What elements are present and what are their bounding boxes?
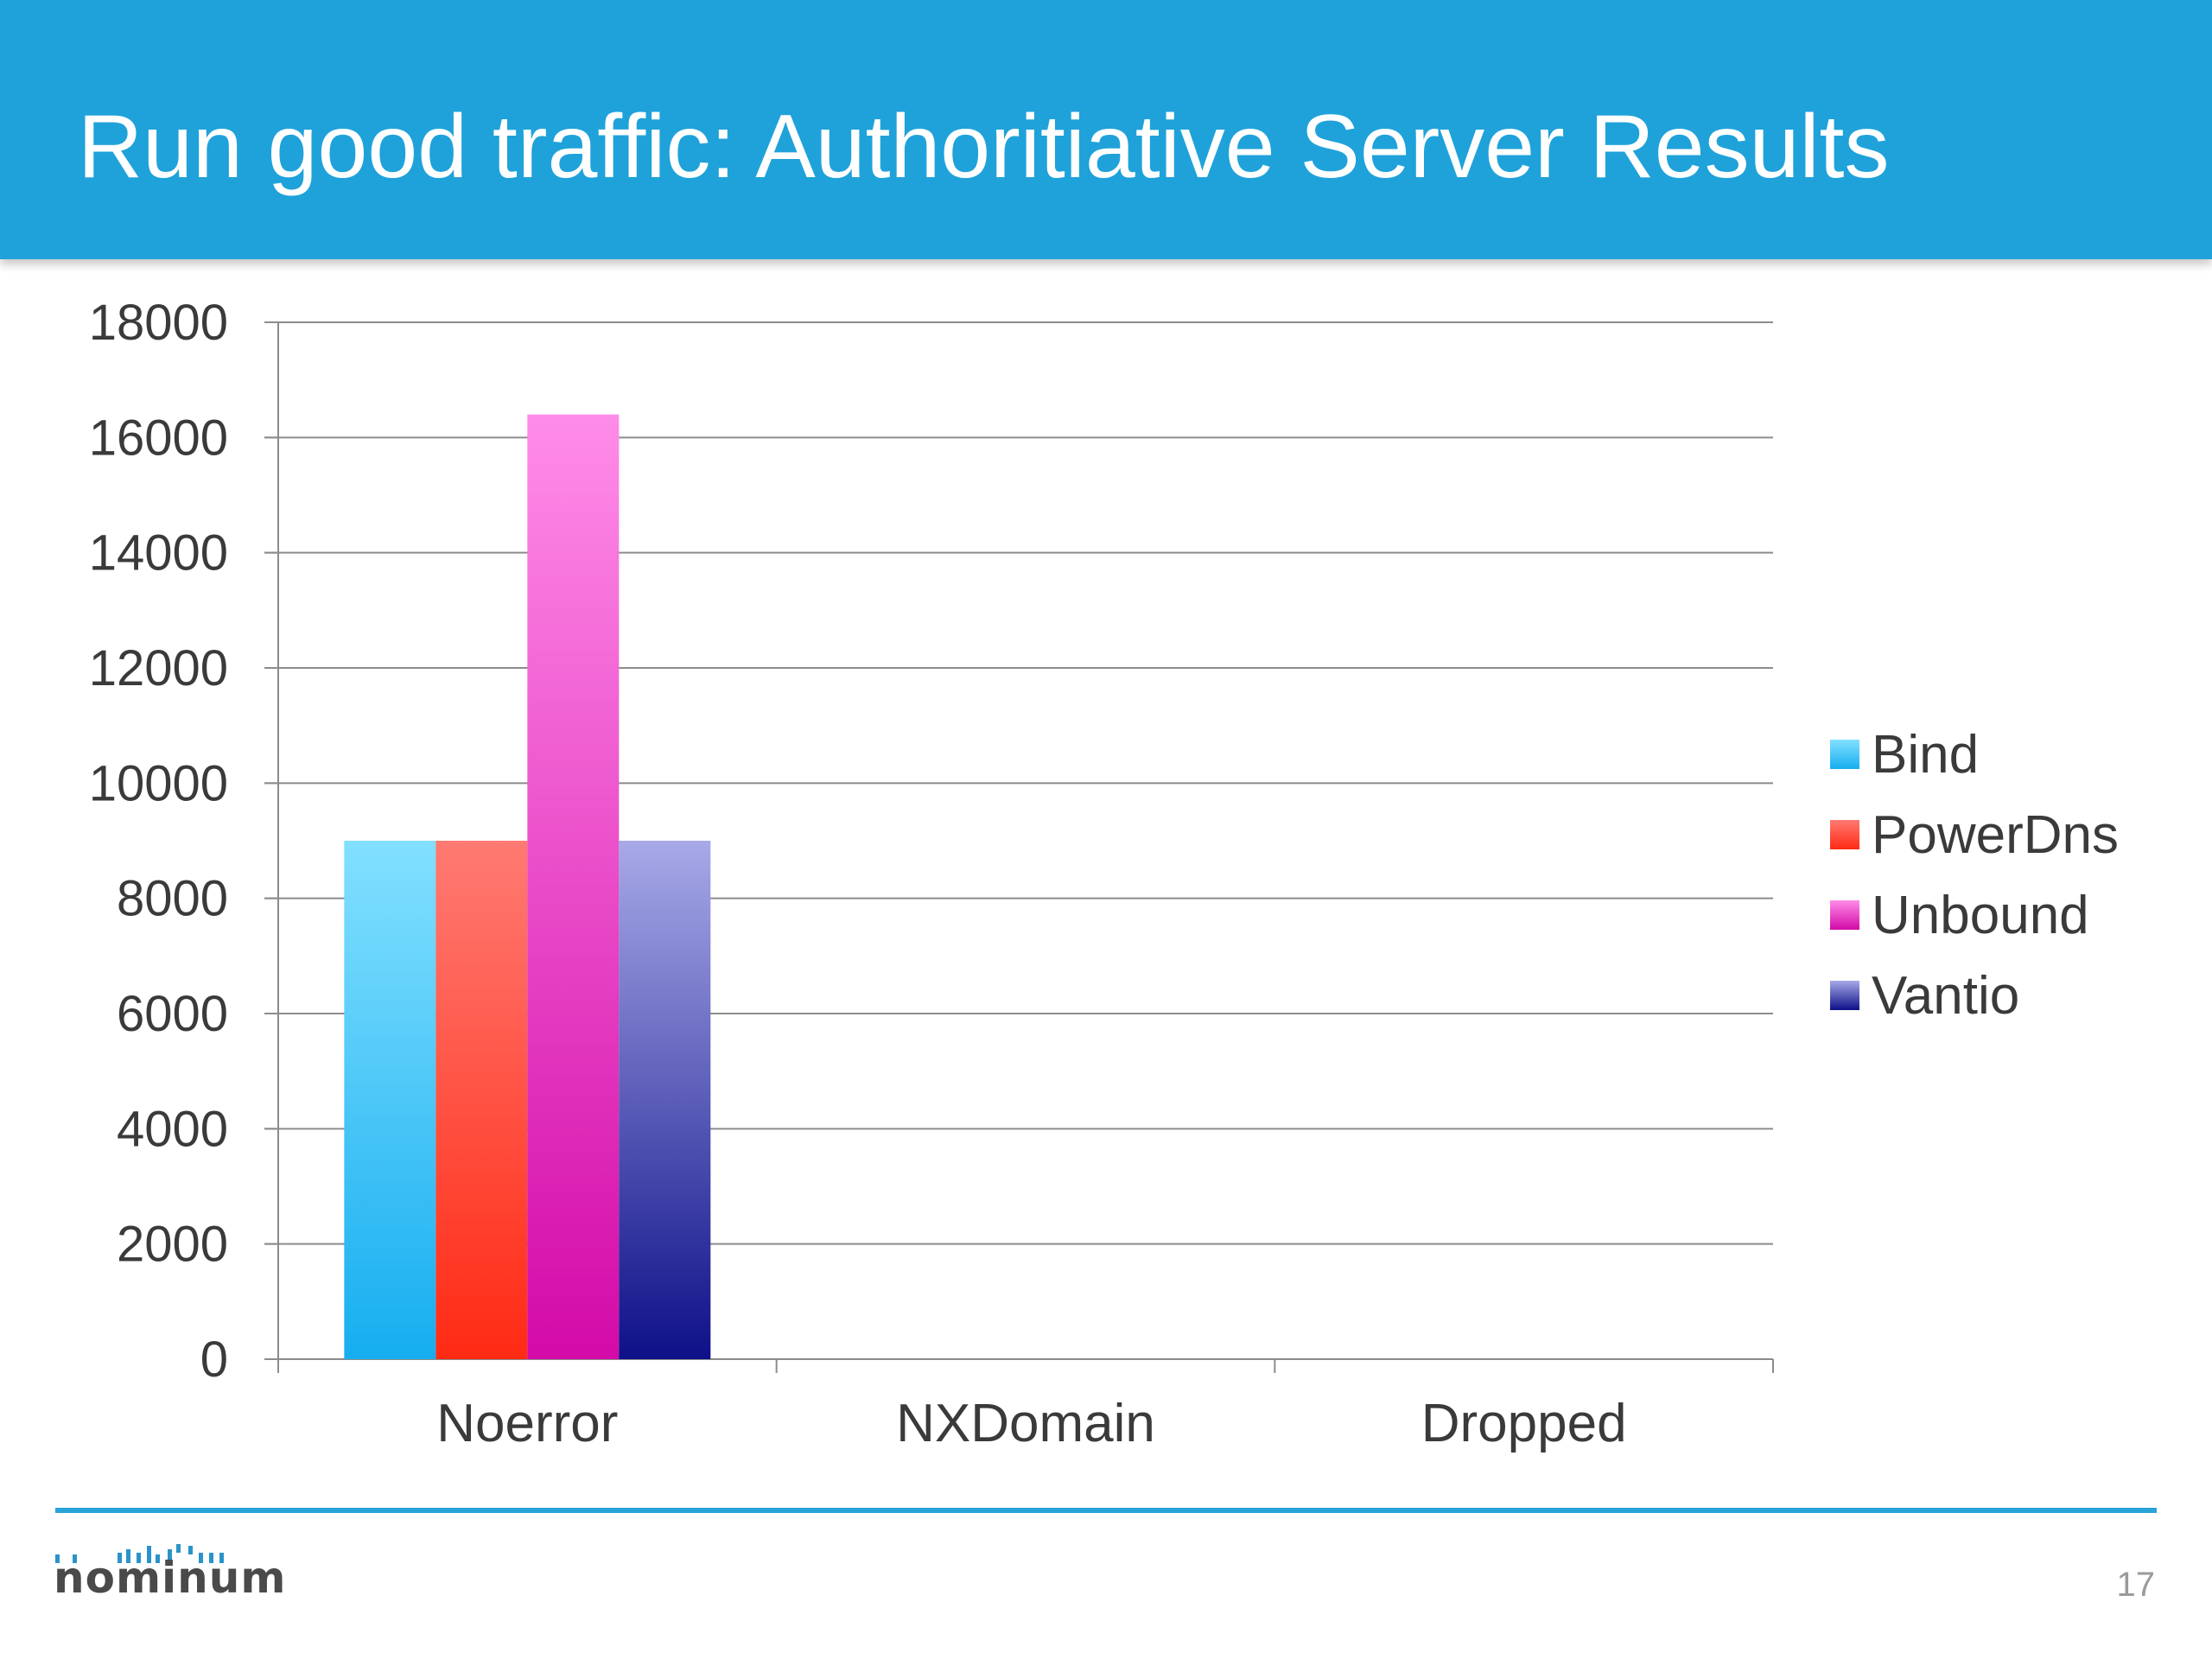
logo-text: nominum <box>54 1553 287 1603</box>
logo-mark-icon <box>55 1544 224 1563</box>
legend-label: Bind <box>1872 725 1979 785</box>
x-category-label: Noerror <box>436 1394 618 1453</box>
y-tick-label: 4000 <box>117 1101 228 1157</box>
y-tick-label: 14000 <box>89 525 228 582</box>
page-number: 17 <box>2116 1566 2156 1604</box>
bar-vantio-noerror <box>619 841 711 1359</box>
x-category-label: NXDomain <box>896 1394 1155 1453</box>
legend-swatch <box>1830 900 1859 930</box>
bar-powerdns-noerror <box>435 841 528 1359</box>
y-tick-label: 10000 <box>89 755 228 811</box>
y-tick-label: 6000 <box>117 986 228 1042</box>
legend-swatch <box>1830 820 1859 849</box>
legend-label: Unbound <box>1872 886 2089 945</box>
header-band: Run good traffic: Authoritiative Server … <box>0 0 2212 259</box>
x-category-label: Dropped <box>1421 1394 1627 1453</box>
nominum-logo: nominum <box>54 1534 285 1611</box>
y-tick-label: 8000 <box>117 871 228 927</box>
legend-label: Vantio <box>1872 966 2019 1026</box>
y-tick-label: 2000 <box>117 1217 228 1273</box>
slide-title: Run good traffic: Authoritiative Server … <box>78 97 1890 197</box>
legend-swatch <box>1830 981 1859 1010</box>
footer-divider <box>55 1508 2157 1513</box>
legend-swatch <box>1830 740 1859 769</box>
y-tick-label: 18000 <box>89 295 228 351</box>
legend-label: PowerDns <box>1872 805 2119 865</box>
y-tick-label: 0 <box>200 1332 228 1388</box>
bar-unbound-noerror <box>527 414 620 1360</box>
y-tick-label: 16000 <box>89 410 228 466</box>
bar-bind-noerror <box>344 841 436 1359</box>
y-tick-label: 12000 <box>89 640 228 696</box>
